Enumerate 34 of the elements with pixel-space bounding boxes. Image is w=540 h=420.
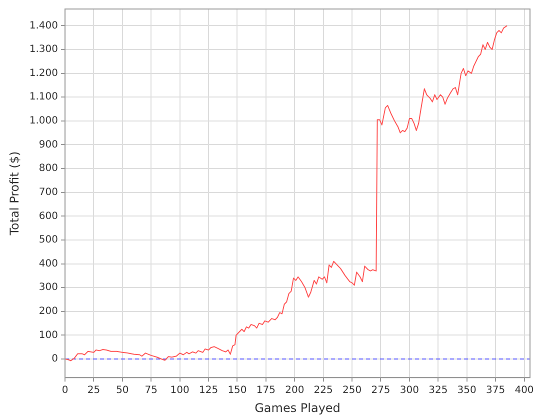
x-tick-label: 75	[144, 385, 158, 396]
y-tick-label: 1.300	[29, 44, 58, 56]
x-tick-label: 375	[486, 385, 506, 396]
y-axis-title: Total Profit ($)	[7, 151, 22, 236]
x-tick-label: 350	[457, 385, 476, 396]
x-tick-label: 400	[514, 385, 534, 396]
x-tick-label: 300	[400, 385, 419, 396]
y-tick-label: 1.100	[29, 92, 58, 103]
y-tick-label: 900	[38, 139, 58, 150]
y-tick-label: 1.200	[29, 68, 58, 79]
y-tick-label: 1.400	[29, 20, 58, 32]
y-tick-label: 1.000	[29, 116, 58, 127]
x-tick-label: 175	[256, 385, 276, 396]
y-tick-label: 800	[38, 163, 58, 174]
x-tick-label: 225	[314, 385, 333, 396]
x-tick-label: 0	[62, 385, 68, 396]
x-tick-label: 325	[428, 385, 448, 396]
y-tick-label: 500	[38, 234, 58, 246]
y-tick-label: 0	[52, 354, 58, 365]
y-tick-label: 600	[38, 210, 58, 222]
y-tick-label: 200	[38, 306, 58, 317]
y-tick-label: 100	[38, 330, 58, 341]
x-tick-label: 100	[170, 385, 190, 396]
x-axis-title: Games Played	[254, 400, 340, 415]
y-tick-label: 300	[38, 282, 58, 294]
x-tick-label: 25	[87, 385, 100, 396]
x-tick-label: 200	[285, 385, 304, 396]
x-tick-label: 150	[228, 385, 247, 396]
x-tick-label: 250	[342, 385, 362, 396]
x-tick-label: 125	[198, 385, 218, 396]
y-tick-label: 400	[38, 258, 58, 270]
x-tick-label: 50	[116, 385, 129, 396]
y-tick-label: 700	[38, 186, 58, 198]
x-tick-label: 275	[371, 385, 390, 396]
